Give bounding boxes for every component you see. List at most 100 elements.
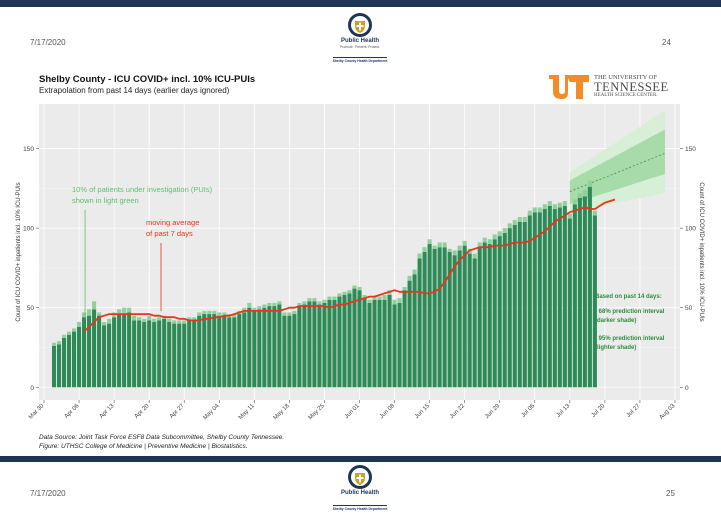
annotation-forecast-note: - 68% prediction interval bbox=[595, 309, 665, 315]
bar-confirmed bbox=[512, 224, 517, 388]
bar-confirmed bbox=[472, 258, 477, 388]
data-source: Data Source: Joint Task Force ESF8 Data … bbox=[39, 434, 285, 441]
bar-confirmed bbox=[132, 320, 137, 388]
bar-pui bbox=[207, 310, 212, 315]
bar-pui bbox=[142, 318, 147, 323]
bar-pui bbox=[457, 245, 462, 251]
y-axis-title-right: Count of ICU COVID+ inpatients incl. 10%… bbox=[698, 182, 704, 321]
x-tick-label: Mar 30 bbox=[28, 403, 46, 421]
bar-pui bbox=[552, 204, 557, 210]
bar-confirmed bbox=[107, 323, 112, 388]
bar-confirmed bbox=[357, 290, 362, 388]
bar-confirmed bbox=[427, 244, 432, 388]
x-tick-label: May 04 bbox=[203, 403, 222, 422]
bar-pui bbox=[342, 291, 347, 295]
bar-pui bbox=[372, 296, 377, 300]
x-tick-label: Jun 29 bbox=[484, 403, 501, 420]
bar-confirmed bbox=[102, 325, 107, 388]
bar-pui bbox=[347, 290, 352, 294]
bar-confirmed bbox=[367, 302, 372, 388]
bar-confirmed bbox=[227, 317, 232, 388]
bar-pui bbox=[82, 312, 87, 318]
bar-pui bbox=[332, 296, 337, 300]
bar-confirmed bbox=[552, 209, 557, 388]
bar-pui bbox=[482, 237, 487, 243]
university-logo: UT THE UNIVERSITY OF TENNESSEE HEALTH SC… bbox=[548, 74, 678, 100]
y-tick-label-left: 0 bbox=[30, 385, 34, 392]
bar-pui bbox=[452, 250, 457, 256]
bar-pui bbox=[192, 317, 197, 321]
bar-confirmed bbox=[562, 205, 567, 388]
chart-subtitle: Extrapolation from past 14 days (earlier… bbox=[39, 86, 230, 95]
bar-pui bbox=[582, 189, 587, 197]
bar-confirmed bbox=[342, 294, 347, 388]
bar-pui bbox=[117, 309, 122, 315]
bar-confirmed bbox=[277, 304, 282, 388]
bar-confirmed bbox=[252, 310, 257, 388]
x-tick-label: May 25 bbox=[308, 403, 327, 422]
slide-date-next: 7/17/2020 bbox=[30, 489, 66, 498]
bar-confirmed bbox=[202, 314, 207, 388]
annotation-pui-note: 10% of patients under investigation (PUI… bbox=[72, 185, 213, 194]
bar-confirmed bbox=[437, 247, 442, 388]
bar-pui bbox=[107, 318, 112, 324]
university-line1: THE UNIVERSITY OF bbox=[594, 74, 657, 81]
bar-confirmed bbox=[182, 323, 187, 388]
bar-confirmed bbox=[527, 215, 532, 388]
chart-title: Shelby County - ICU COVID+ incl. 10% ICU… bbox=[39, 74, 256, 85]
bar-pui bbox=[66, 331, 72, 335]
bar-pui bbox=[157, 317, 162, 321]
x-tick-label: Apr 06 bbox=[64, 403, 81, 420]
slide-top-bar bbox=[0, 0, 721, 7]
x-tick-label: Jul 13 bbox=[556, 403, 572, 419]
annotation-pui-note: shown in light green bbox=[72, 196, 139, 205]
bar-pui bbox=[442, 242, 447, 248]
bar-confirmed bbox=[372, 299, 377, 388]
bar-pui bbox=[307, 298, 312, 302]
bar-pui bbox=[212, 310, 217, 315]
bar-confirmed bbox=[422, 252, 427, 388]
bar-pui bbox=[222, 312, 227, 316]
bar-pui bbox=[462, 240, 467, 246]
bar-confirmed bbox=[347, 293, 352, 388]
bar-pui bbox=[102, 322, 107, 326]
bar-pui bbox=[287, 312, 292, 316]
bar-confirmed bbox=[387, 294, 392, 388]
bar-pui bbox=[577, 193, 582, 198]
bar-pui bbox=[377, 296, 382, 300]
bar-confirmed bbox=[272, 306, 277, 388]
bar-confirmed bbox=[247, 307, 252, 388]
bar-confirmed bbox=[582, 196, 587, 388]
bar-pui bbox=[61, 334, 67, 338]
bar-pui bbox=[272, 302, 277, 307]
bar-pui bbox=[352, 285, 357, 289]
bar-pui bbox=[97, 312, 102, 316]
bar-confirmed bbox=[197, 315, 202, 388]
logo-title: Public Health bbox=[340, 490, 379, 496]
bar-confirmed bbox=[432, 248, 437, 388]
annotation-forecast-note: Based on past 14 days: bbox=[595, 294, 662, 300]
bar-pui bbox=[492, 234, 497, 240]
prediction-trend-line bbox=[569, 152, 666, 192]
bar-confirmed bbox=[392, 304, 397, 388]
x-tick-label: Jul 06 bbox=[521, 403, 537, 419]
bar-confirmed bbox=[322, 302, 327, 388]
bar-confirmed bbox=[352, 288, 357, 388]
y-tick-label-right: 0 bbox=[685, 385, 689, 392]
x-tick-label: Jun 22 bbox=[449, 403, 466, 420]
y-tick-label-right: 100 bbox=[685, 226, 696, 233]
y-tick-label-left: 100 bbox=[23, 226, 34, 233]
bar-pui bbox=[522, 216, 527, 222]
bar-confirmed bbox=[207, 314, 212, 388]
x-tick-label: Apr 13 bbox=[99, 403, 116, 420]
bar-confirmed bbox=[172, 323, 177, 388]
bar-pui bbox=[87, 309, 92, 316]
y-axis-title-left: Count of ICU COVID+ inpatients incl. 10%… bbox=[16, 182, 22, 321]
bar-confirmed bbox=[577, 197, 582, 388]
slide-date: 7/17/2020 bbox=[30, 38, 66, 47]
bar-pui bbox=[502, 228, 507, 233]
bar-pui bbox=[547, 201, 552, 206]
x-tick-label: May 11 bbox=[238, 403, 256, 421]
bar-pui bbox=[362, 294, 367, 299]
bar-confirmed bbox=[547, 205, 552, 388]
